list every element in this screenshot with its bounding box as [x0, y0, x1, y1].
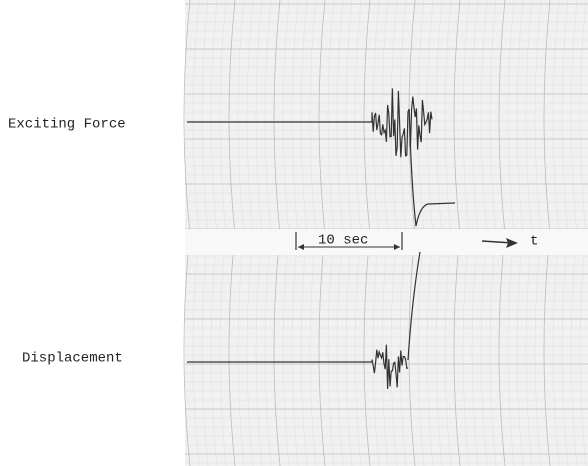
trace-label: Exciting Force — [8, 117, 126, 133]
trace-label: Displacement — [22, 351, 123, 367]
center-band — [185, 229, 588, 255]
scale-label: 10 sec — [318, 233, 368, 249]
axis-label: t — [530, 234, 538, 250]
recorder-chart: Exciting Force Displacement 10 sec t — [0, 0, 588, 466]
